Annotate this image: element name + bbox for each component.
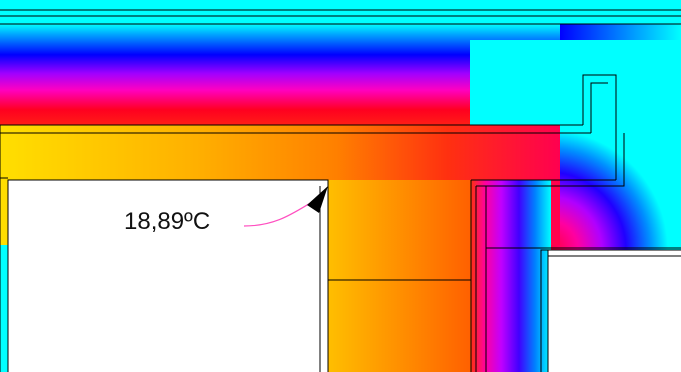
parapet-outline-outer — [582, 74, 617, 180]
column-zone — [326, 180, 471, 372]
exterior-void — [548, 250, 681, 372]
parapet-outline-inner — [590, 82, 608, 133]
outline-group — [0, 9, 681, 372]
arrow-head-icon — [307, 186, 328, 213]
temperature-label: 18,89ºC — [124, 208, 211, 235]
room-outline — [7, 179, 329, 372]
leader-line — [243, 201, 313, 227]
wall-top-outline — [476, 133, 625, 187]
outer-wall-band — [471, 180, 551, 372]
exterior-void-outline — [540, 249, 549, 372]
interior-room — [8, 180, 328, 372]
